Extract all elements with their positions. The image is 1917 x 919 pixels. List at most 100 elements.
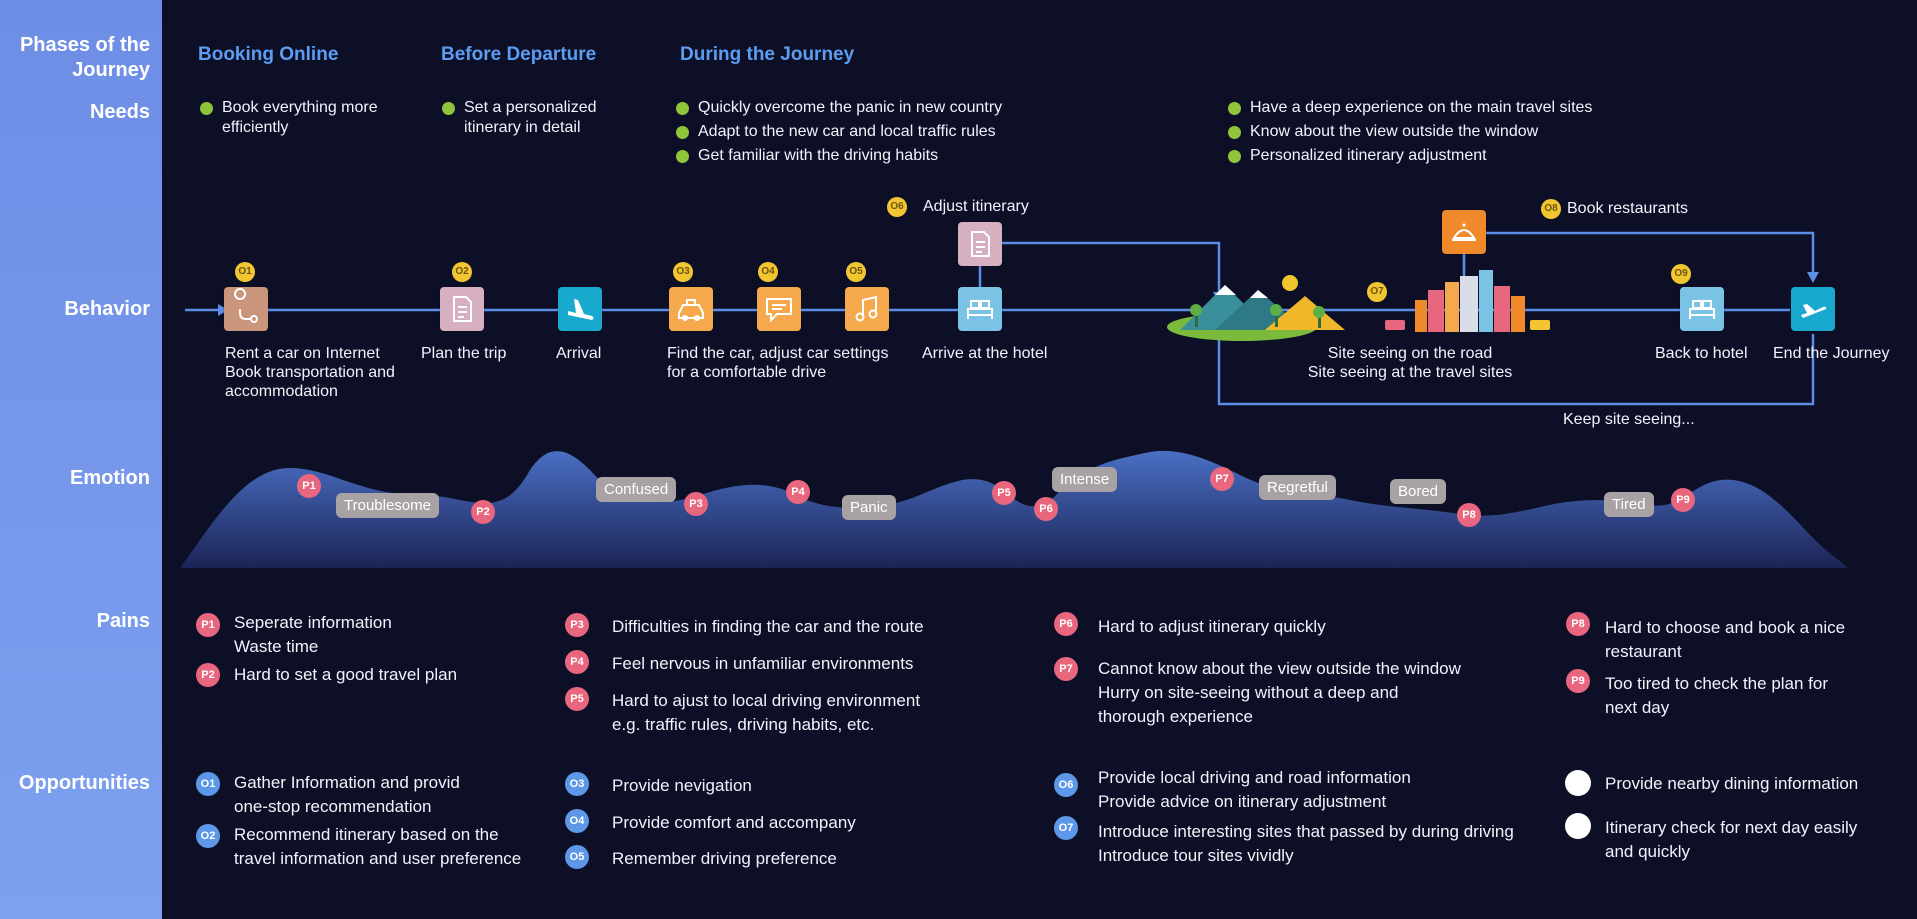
- bullet-icon: [200, 102, 213, 115]
- opp-o2-badge: O2: [196, 824, 220, 848]
- pain-p8-badge: P8: [1566, 612, 1590, 636]
- p5-badge: P5: [992, 481, 1016, 505]
- bullet-icon: [442, 102, 455, 115]
- needs-col-3: Quickly overcome the panic in new countr…: [676, 98, 1056, 170]
- opp-o5-badge: O5: [565, 845, 589, 869]
- o9-badge: O9: [1671, 264, 1691, 284]
- emotion-panic: Panic: [842, 495, 896, 520]
- keep-seeing-loop: [1217, 334, 1815, 406]
- pain-p8-text: Hard to choose and book a nice restauran…: [1605, 618, 1846, 661]
- o5-badge: O5: [846, 262, 866, 282]
- p7-badge: P7: [1210, 467, 1234, 491]
- pain-p6-badge: P6: [1054, 612, 1078, 636]
- need-item: Set a personalized itinerary in detail: [442, 98, 622, 138]
- need-item: Quickly overcome the panic in new countr…: [676, 98, 1056, 118]
- needs-col-4: Have a deep experience on the main trave…: [1228, 98, 1648, 170]
- needs-col-2: Set a personalized itinerary in detail: [442, 98, 622, 142]
- opp-o3-text: Provide nevigation: [612, 776, 752, 795]
- back-hotel-bed-icon: [1680, 287, 1724, 331]
- hotel-bed-icon: [958, 287, 1002, 331]
- opportunities-label: Opportunities: [18, 772, 150, 794]
- need-item: Know about the view outside the window: [1228, 122, 1648, 142]
- o1-badge: O1: [235, 262, 255, 282]
- timeline-start-arrow: [218, 304, 228, 316]
- arrival-plane-icon: [558, 287, 602, 331]
- restaurant-arrowhead: [1807, 272, 1819, 283]
- pain-p2-badge: P2: [196, 663, 220, 687]
- arrive-hotel-label: Arrive at the hotel: [922, 345, 1048, 362]
- emotion-regretful: Regretful: [1259, 475, 1336, 500]
- o7-badge: O7: [1367, 282, 1387, 302]
- p1-badge: P1: [297, 474, 321, 498]
- pain-p7-badge: P7: [1054, 657, 1078, 681]
- need-item: Personalized itinerary adjustment: [1228, 146, 1648, 166]
- music-icon: [845, 287, 889, 331]
- plan-trip-label: Plan the trip: [421, 345, 507, 362]
- needs-label: Needs: [89, 101, 150, 123]
- bullet-icon: [1228, 102, 1241, 115]
- bullet-icon: [1228, 150, 1241, 163]
- p6-badge: P6: [1034, 497, 1058, 521]
- opp-o9-badge: [1565, 813, 1591, 839]
- phases-label: Phases of the Journey: [19, 34, 150, 81]
- adjust-itinerary-label: Adjust itinerary: [923, 198, 1029, 215]
- emotion-troublesome: Troublesome: [336, 493, 439, 518]
- o8-badge: O8: [1541, 199, 1561, 219]
- pain-p9-badge: P9: [1566, 669, 1590, 693]
- opp-o1-badge: O1: [196, 772, 220, 796]
- opp-o4-badge: O4: [565, 809, 589, 833]
- emotion-confused: Confused: [596, 477, 677, 502]
- opp-o6-badge: O6: [1054, 773, 1078, 797]
- pain-p4-badge: P4: [565, 650, 589, 674]
- need-item: Book everything more efficiently: [200, 98, 400, 138]
- restaurant-icon[interactable]: [1442, 210, 1486, 254]
- pain-p5-text: Hard to ajust to local driving environme…: [612, 691, 921, 734]
- p8-badge: P8: [1457, 503, 1481, 527]
- p2-badge: P2: [471, 500, 495, 524]
- p4-badge: P4: [786, 480, 810, 504]
- rent-car-label: Rent a car on Internet Book transportati…: [225, 345, 395, 400]
- pain-p7-text: Cannot know about the view outside the w…: [1098, 659, 1461, 726]
- need-item: Get familiar with the driving habits: [676, 146, 1056, 166]
- pain-p1-text: Seperate information Waste time: [234, 613, 392, 656]
- itinerary-doc-icon[interactable]: [958, 222, 1002, 266]
- mountains-illustration: [1167, 275, 1345, 341]
- chat-icon: [757, 287, 801, 331]
- pain-p3-text: Difficulties in finding the car and the …: [612, 617, 924, 636]
- pain-p6-text: Hard to adjust itinerary quickly: [1098, 617, 1326, 636]
- needs-col-1: Book everything more efficiently: [200, 98, 400, 142]
- opp-o5-text: Remember driving preference: [612, 849, 837, 868]
- find-car-label: Find the car, adjust car settings for a …: [667, 345, 889, 381]
- find-car-icon: [669, 287, 713, 331]
- sidebar: Phases of the Journey Needs Behavior Emo…: [0, 0, 162, 919]
- opp-o7-text: Introduce interesting sites that passed …: [1098, 822, 1514, 865]
- pain-p4-text: Feel nervous in unfamiliar environments: [612, 654, 914, 673]
- o2-badge: O2: [452, 262, 472, 282]
- bullet-icon: [676, 126, 689, 139]
- opp-o9-text: Itinerary check for next day easily and …: [1605, 818, 1858, 861]
- p9-badge: P9: [1671, 488, 1695, 512]
- end-journey-label: End the Journey: [1773, 345, 1890, 362]
- opp-o7-badge: O7: [1054, 816, 1078, 840]
- phase-before-departure: Before Departure: [441, 44, 597, 65]
- emotion-tired: Tired: [1604, 492, 1654, 517]
- city-illustration: [1385, 270, 1550, 332]
- phase-booking-online: Booking Online: [198, 44, 339, 65]
- back-hotel-label: Back to hotel: [1655, 345, 1748, 362]
- pains-label: Pains: [96, 610, 150, 632]
- restaurant-arrow-line: [1486, 231, 1815, 276]
- need-item: Have a deep experience on the main trave…: [1228, 98, 1648, 118]
- opp-o3-badge: O3: [565, 772, 589, 796]
- need-item: Adapt to the new car and local traffic r…: [676, 122, 1056, 142]
- behavior-label: Behavior: [64, 298, 150, 320]
- plan-trip-icon: [440, 287, 484, 331]
- bullet-icon: [1228, 126, 1241, 139]
- emotion-label: Emotion: [70, 467, 150, 489]
- pain-p9-text: Too tired to check the plan for next day: [1605, 674, 1829, 717]
- end-journey-plane-icon: [1791, 287, 1835, 331]
- o3-badge: O3: [673, 262, 693, 282]
- o6-badge: O6: [887, 197, 907, 217]
- itinerary-arrow-line: [1002, 241, 1221, 296]
- pain-p3-badge: P3: [565, 613, 589, 637]
- emotion-intense: Intense: [1052, 467, 1118, 492]
